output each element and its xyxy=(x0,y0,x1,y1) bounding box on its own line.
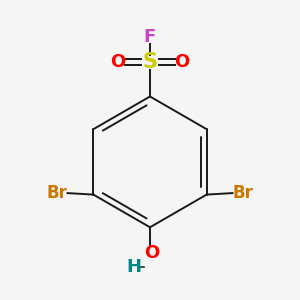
Text: F: F xyxy=(144,28,156,46)
Text: Br: Br xyxy=(46,184,67,202)
Text: O: O xyxy=(174,53,189,71)
Text: O: O xyxy=(111,53,126,71)
Text: H: H xyxy=(126,258,141,276)
Text: O: O xyxy=(144,244,159,262)
Text: S: S xyxy=(142,52,158,72)
Text: Br: Br xyxy=(233,184,254,202)
